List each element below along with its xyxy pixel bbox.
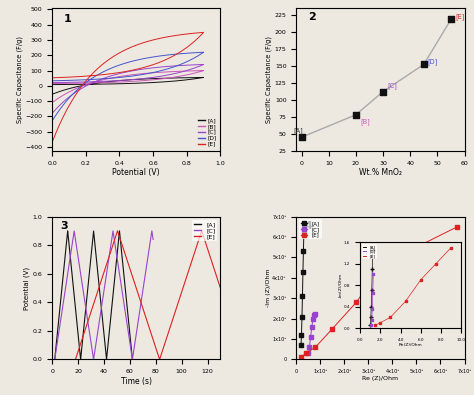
Point (298, 134, 305, 140)
Point (420, 61, 428, 68)
Legend: [A], [C], [E]: [A], [C], [E] (299, 219, 321, 239)
Text: [B]: [B] (360, 118, 370, 125)
Text: [D]: [D] (428, 58, 438, 65)
Point (352, 111, 360, 118)
Y-axis label: -Im (Z)/Ohm: -Im (Z)/Ohm (266, 269, 271, 307)
Y-axis label: Specific Capacitance (F/g): Specific Capacitance (F/g) (16, 36, 23, 123)
Text: 1: 1 (64, 13, 72, 24)
X-axis label: Potential (V): Potential (V) (112, 168, 160, 177)
Text: 3: 3 (61, 221, 68, 231)
Y-axis label: Specific Capacitance (F/g): Specific Capacitance (F/g) (265, 36, 272, 123)
Point (447, 16, 455, 23)
Text: [E]: [E] (455, 13, 465, 20)
Y-axis label: Potential (V): Potential (V) (23, 267, 30, 310)
Text: [A]: [A] (293, 128, 303, 134)
X-axis label: Time (s): Time (s) (121, 377, 152, 386)
Legend: [A], [B], [C], [D], [E]: [A], [B], [C], [D], [E] (197, 117, 218, 148)
Text: 2: 2 (308, 12, 316, 22)
X-axis label: Wt.% MnO₂: Wt.% MnO₂ (359, 168, 402, 177)
Point (379, 88, 387, 95)
X-axis label: Re (Z)/Ohm: Re (Z)/Ohm (362, 376, 399, 380)
Text: 4: 4 (305, 221, 312, 231)
Legend: [A], [C], [E]: [A], [C], [E] (192, 220, 218, 241)
Text: [C]: [C] (387, 82, 397, 88)
